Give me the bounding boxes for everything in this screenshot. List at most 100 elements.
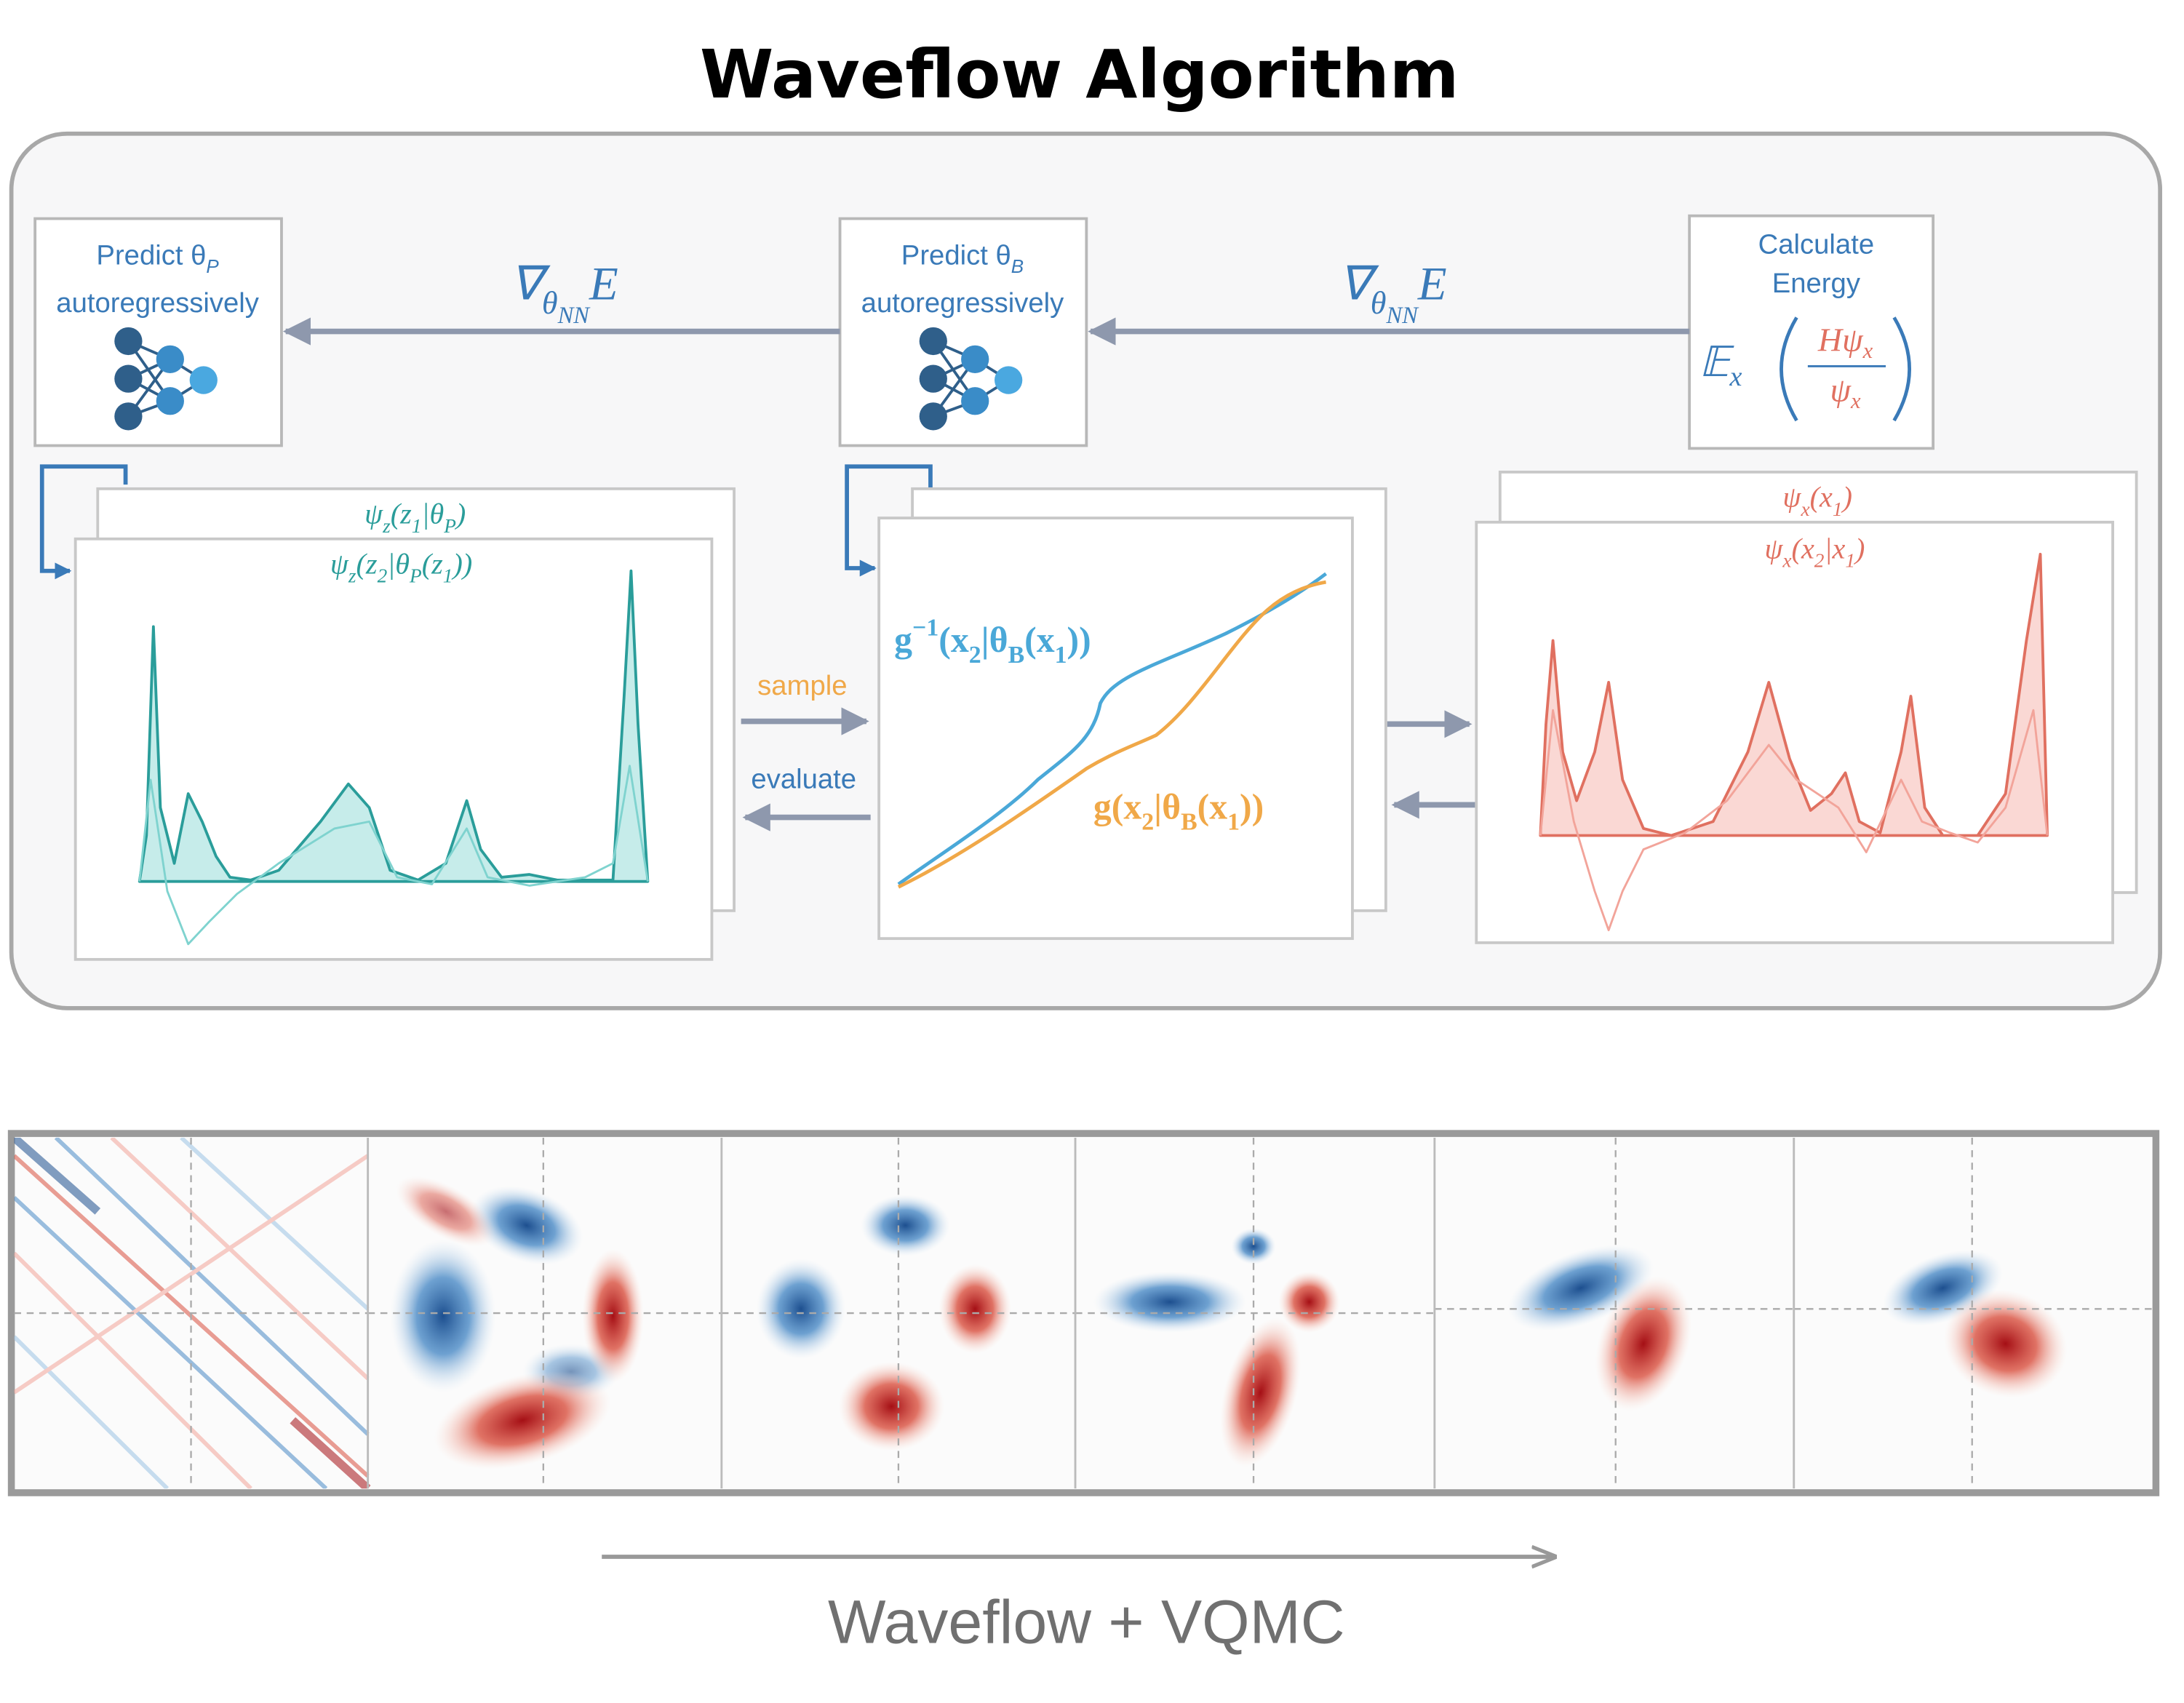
paren	[1780, 316, 1798, 422]
text-part: g(x	[1093, 787, 1141, 827]
text-part: 2	[969, 642, 981, 669]
predict-p-box: Predict θP autoregressively	[33, 217, 283, 447]
text-part: |x	[1824, 533, 1845, 565]
text-part: −1	[912, 614, 938, 641]
text-part: |θ	[387, 548, 410, 581]
expectation: 𝔼x	[1699, 340, 1742, 392]
density-curve	[1539, 709, 2049, 932]
text-part: 1	[412, 515, 422, 537]
text-part: x	[1782, 550, 1791, 572]
plot-label: ψx(x2|x1)	[1764, 533, 1865, 572]
text-part: 2	[378, 565, 388, 587]
text-part: g	[894, 620, 912, 660]
text-part: ψ	[1783, 481, 1802, 514]
text-part: (x	[1792, 533, 1814, 565]
nn-icon	[114, 327, 218, 431]
arrow-label: evaluate	[751, 763, 856, 794]
loop-arrow	[845, 464, 933, 577]
density-curve	[1539, 552, 2049, 837]
plot-label: ψx(x1)	[1783, 481, 1852, 520]
box-label: Predict θP autoregressively	[56, 240, 259, 319]
density-curve	[138, 765, 649, 946]
text-part: ))	[1067, 620, 1091, 660]
text-part: (x	[938, 620, 969, 660]
box-line: autoregressively	[861, 287, 1064, 319]
text-part: (z	[356, 548, 378, 581]
flow-curve	[897, 572, 1328, 886]
text-part: B	[1011, 255, 1024, 277]
text-part: E	[1417, 258, 1447, 311]
text-part: Energy	[1772, 268, 1861, 299]
box-line: Predict θP	[96, 240, 219, 277]
text-part: 2	[1141, 808, 1154, 835]
text-part: (z	[391, 498, 412, 530]
text-part: Calculate	[1758, 228, 1875, 260]
text-part: 1	[1227, 808, 1240, 835]
text-part: z	[382, 515, 391, 537]
text-part: |θ	[1154, 787, 1181, 827]
text-part: (x	[1197, 787, 1228, 827]
box-line: Calculate	[1758, 228, 1875, 260]
plot-label: g−1(x2|θB(x1))	[894, 614, 1091, 668]
text-part: (x	[1810, 481, 1833, 514]
box-line: Energy	[1772, 268, 1861, 299]
text-part: E	[589, 258, 618, 311]
text-part: NN	[557, 303, 591, 329]
paren	[1892, 316, 1911, 422]
text-part: 1	[1845, 550, 1855, 572]
text-part: (x	[1024, 620, 1055, 660]
text-part: Predict θ	[96, 240, 206, 271]
text-part: )	[1854, 533, 1865, 565]
text-part: (z	[422, 548, 443, 581]
text-part: 1	[1833, 498, 1843, 520]
text-part: θ	[1371, 285, 1387, 321]
plot-label: ψz(z1|θP)	[364, 498, 466, 537]
box-line: autoregressively	[56, 287, 259, 319]
text-part: x	[1801, 498, 1810, 520]
plot-card	[73, 537, 714, 961]
text-part: ψ	[330, 548, 349, 581]
text-part: autoregressively	[861, 287, 1064, 319]
flow-curve	[897, 580, 1326, 889]
text-part: )	[455, 498, 466, 530]
arrow-label: sample	[757, 670, 847, 701]
heatmaps	[14, 1137, 2152, 1489]
plot-label: g(x2|θB(x1))	[1093, 787, 1264, 836]
text-part: )	[1841, 481, 1852, 514]
density-curve	[138, 569, 650, 883]
numerator: Hψx	[1817, 321, 1873, 363]
plot-card	[1475, 520, 2114, 944]
text-part: ))	[451, 548, 472, 581]
box-label: Predict θB autoregressively	[861, 240, 1064, 319]
box-line: Predict θB	[901, 240, 1024, 277]
plot-label: ψz(z2|θP(z1))	[330, 548, 472, 587]
text-part: ψ	[364, 498, 383, 530]
text-part: |θ	[981, 620, 1008, 660]
text-part: B	[1008, 642, 1025, 669]
text-part: Predict θ	[901, 240, 1011, 271]
title: Waveflow Algorithm	[700, 36, 1459, 113]
text-part: P	[443, 515, 456, 537]
text-part: |θ	[421, 498, 444, 530]
text-part: NN	[1386, 303, 1420, 329]
text-part: z	[348, 565, 356, 587]
text-part: 2	[1814, 550, 1825, 572]
text-part: B	[1181, 808, 1197, 835]
text-part: 1	[443, 565, 453, 587]
heatmap-1	[14, 1137, 371, 1489]
predict-b-box: Predict θB autoregressively	[838, 217, 1088, 447]
footer-label: Waveflow + VQMC	[828, 1588, 1345, 1656]
text-part: P	[409, 565, 422, 587]
text-part: ψ	[1764, 533, 1783, 565]
text-part: θ	[542, 285, 558, 321]
text-part: autoregressively	[56, 287, 259, 319]
text-part: 1	[1055, 642, 1067, 669]
energy-box: Calculate Energy 𝔼x Hψx ψx	[1688, 214, 1935, 450]
loop-arrow	[39, 464, 128, 580]
text-part: ))	[1240, 787, 1264, 827]
denominator: ψx	[1830, 371, 1861, 413]
plot-card	[877, 517, 1354, 941]
text-part: P	[206, 255, 219, 277]
